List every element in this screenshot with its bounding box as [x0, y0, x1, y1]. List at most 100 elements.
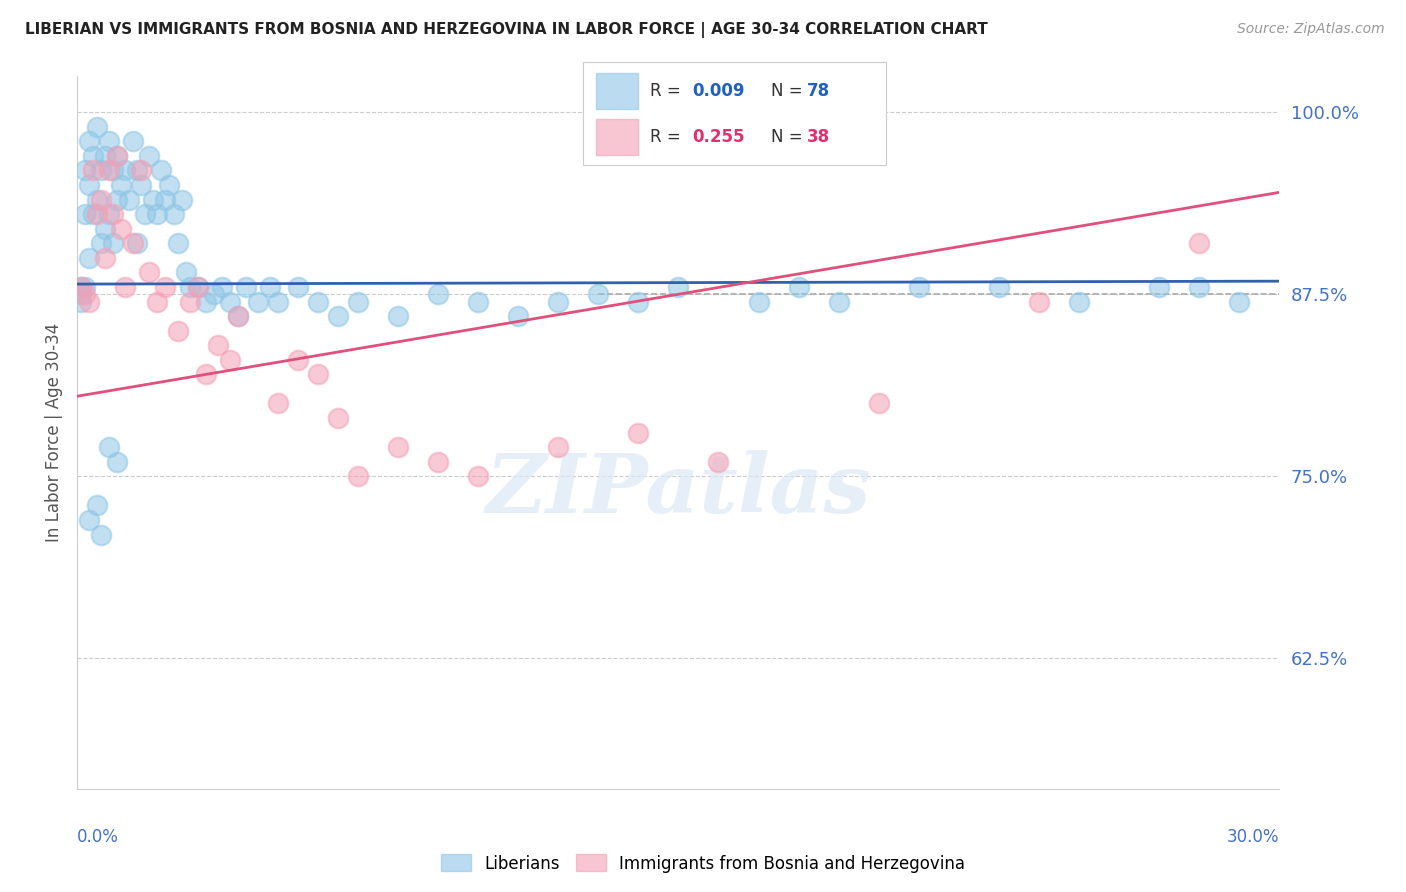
Point — [155, 280, 177, 294]
Point — [166, 324, 188, 338]
Point — [588, 287, 610, 301]
Bar — [596, 73, 638, 109]
Point — [259, 280, 281, 294]
Point — [114, 163, 136, 178]
Point — [748, 294, 770, 309]
Point — [90, 193, 112, 207]
Point — [207, 338, 229, 352]
Point — [267, 396, 290, 410]
Point — [347, 294, 370, 309]
Point — [70, 280, 93, 294]
Point — [211, 280, 233, 294]
Point — [98, 134, 121, 148]
Point — [467, 469, 489, 483]
Point — [70, 287, 93, 301]
Point — [75, 207, 97, 221]
Point — [107, 149, 129, 163]
Point — [134, 207, 156, 221]
Point — [174, 265, 197, 279]
Point — [668, 280, 690, 294]
Point — [79, 178, 101, 192]
Point — [307, 294, 329, 309]
Point — [90, 163, 112, 178]
Point — [98, 440, 121, 454]
Point — [186, 280, 209, 294]
Point — [107, 149, 129, 163]
Point — [75, 287, 97, 301]
Text: ZIPatlas: ZIPatlas — [485, 450, 872, 530]
Point — [547, 440, 569, 454]
Text: 78: 78 — [807, 82, 831, 100]
Point — [787, 280, 810, 294]
Point — [138, 265, 160, 279]
Point — [86, 193, 108, 207]
Point — [326, 309, 349, 323]
Point — [94, 221, 117, 235]
Point — [79, 294, 101, 309]
Bar — [596, 119, 638, 155]
Point — [1149, 280, 1171, 294]
Point — [186, 280, 209, 294]
Text: 0.255: 0.255 — [692, 128, 745, 145]
Point — [159, 178, 181, 192]
Point — [194, 368, 217, 382]
Point — [868, 396, 890, 410]
Point — [179, 280, 201, 294]
Point — [98, 207, 121, 221]
Point — [547, 294, 569, 309]
Text: LIBERIAN VS IMMIGRANTS FROM BOSNIA AND HERZEGOVINA IN LABOR FORCE | AGE 30-34 CO: LIBERIAN VS IMMIGRANTS FROM BOSNIA AND H… — [25, 22, 988, 38]
Text: 0.0%: 0.0% — [77, 828, 120, 846]
Point — [75, 163, 97, 178]
Point — [82, 149, 104, 163]
Point — [226, 309, 249, 323]
Legend: Liberians, Immigrants from Bosnia and Herzegovina: Liberians, Immigrants from Bosnia and He… — [434, 847, 972, 880]
Point — [103, 236, 125, 251]
Point — [267, 294, 290, 309]
Point — [122, 134, 145, 148]
Point — [235, 280, 257, 294]
Point — [142, 193, 165, 207]
Point — [155, 193, 177, 207]
Point — [427, 287, 450, 301]
Point — [1188, 280, 1211, 294]
Point — [347, 469, 370, 483]
Point — [150, 163, 173, 178]
Point — [218, 294, 240, 309]
Point — [79, 134, 101, 148]
Point — [202, 287, 225, 301]
Point — [127, 163, 149, 178]
Point — [1028, 294, 1050, 309]
Point — [170, 193, 193, 207]
Point — [828, 294, 851, 309]
Text: 0.009: 0.009 — [692, 82, 745, 100]
Point — [79, 251, 101, 265]
Point — [107, 455, 129, 469]
Point — [114, 280, 136, 294]
Point — [387, 440, 409, 454]
Point — [627, 294, 650, 309]
Text: 30.0%: 30.0% — [1227, 828, 1279, 846]
Point — [508, 309, 530, 323]
Point — [166, 236, 188, 251]
Point — [908, 280, 931, 294]
Point — [127, 236, 149, 251]
Text: R =: R = — [650, 82, 686, 100]
Text: Source: ZipAtlas.com: Source: ZipAtlas.com — [1237, 22, 1385, 37]
Text: N =: N = — [770, 128, 803, 145]
Point — [79, 513, 101, 527]
Point — [326, 411, 349, 425]
Point — [307, 368, 329, 382]
Point — [98, 163, 121, 178]
Point — [118, 193, 141, 207]
Point — [287, 352, 309, 367]
Point — [86, 120, 108, 134]
Point — [194, 294, 217, 309]
Point — [82, 207, 104, 221]
Point — [138, 149, 160, 163]
Point — [387, 309, 409, 323]
Point — [90, 527, 112, 541]
Point — [131, 163, 153, 178]
Point — [94, 149, 117, 163]
Point — [131, 178, 153, 192]
Point — [1229, 294, 1251, 309]
